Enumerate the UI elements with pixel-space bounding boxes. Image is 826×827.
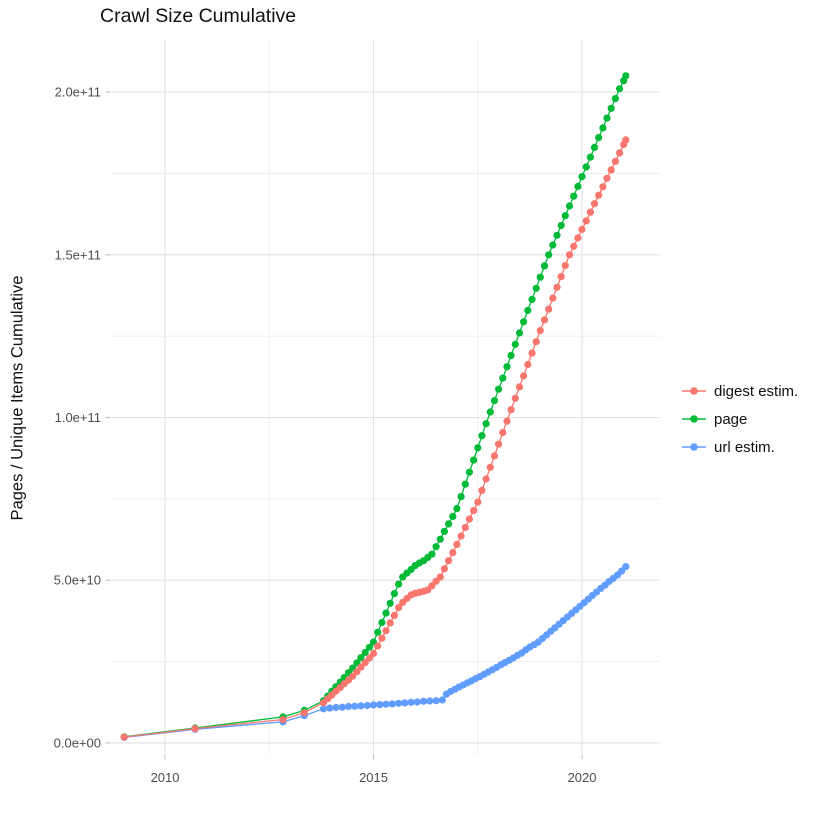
gridlines-minor — [110, 40, 660, 755]
chart-title: Crawl Size Cumulative — [100, 5, 297, 27]
legend-item-url-estim: url estim. — [681, 433, 798, 461]
y-axis-title: Pages / Unique Items Cumulative — [8, 275, 27, 521]
svg-text:2015: 2015 — [359, 770, 388, 785]
y-tick-labels: 0.0e+00 5.0e+10 1.0e+11 1.5e+11 2.0e+11 — [54, 85, 101, 751]
axis-ticks — [105, 91, 583, 760]
svg-text:2.0e+11: 2.0e+11 — [55, 85, 101, 100]
gridlines-major — [110, 40, 660, 755]
legend-key-line-dot-icon — [682, 443, 706, 451]
svg-text:0.0e+00: 0.0e+00 — [54, 735, 101, 750]
legend-label: digest estim. — [714, 382, 799, 400]
legend-key-line-dot-icon — [682, 415, 706, 423]
x-tick-labels: 2010 2015 2020 — [151, 770, 597, 785]
legend-item-digest-estim: digest estim. — [681, 377, 798, 405]
legend-label: url estim. — [714, 438, 775, 456]
svg-text:1.0e+11: 1.0e+11 — [55, 410, 101, 425]
svg-text:5.0e+10: 5.0e+10 — [54, 573, 101, 588]
svg-text:2020: 2020 — [568, 770, 597, 785]
legend: digest estim. page url estim. — [681, 377, 798, 461]
svg-text:2010: 2010 — [151, 770, 180, 785]
legend-label: page — [714, 410, 748, 428]
series-digest-estim — [120, 136, 630, 741]
svg-text:1.5e+11: 1.5e+11 — [55, 247, 101, 262]
legend-key-line-dot-icon — [682, 387, 706, 395]
series-page — [120, 72, 630, 741]
legend-item-page: page — [681, 405, 798, 433]
